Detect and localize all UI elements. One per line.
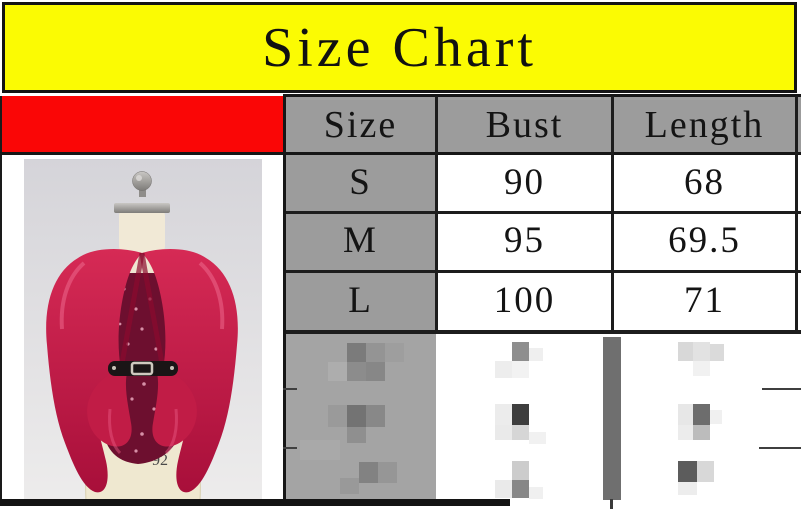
mosaic-block: [495, 404, 512, 425]
length-value-s: 68: [684, 161, 725, 203]
mosaic-block: [300, 440, 340, 460]
border-line: [610, 499, 613, 509]
mosaic-block: [710, 410, 722, 424]
border-line: [762, 388, 801, 390]
mosaic-block: [495, 425, 512, 440]
mosaic-block: [697, 461, 714, 482]
border-line: [603, 337, 621, 500]
border-line: [283, 96, 286, 501]
mosaic-block: [678, 425, 693, 440]
border-line: [795, 96, 798, 334]
mosaic-block: [366, 362, 385, 381]
mosaic-block: [340, 478, 359, 494]
mosaic-block: [512, 404, 529, 425]
mosaic-block: [495, 480, 512, 498]
mosaic-block: [359, 462, 378, 483]
row-label-m: M: [343, 220, 378, 261]
mosaic-block: [512, 461, 529, 480]
mosaic-block: [347, 405, 366, 427]
mosaic-block: [678, 482, 697, 495]
mosaic-block: [693, 425, 710, 440]
jacket: [46, 248, 238, 493]
mosaic-block: [328, 362, 347, 381]
mosaic-block: [366, 405, 385, 427]
bust-value-m: 95: [504, 220, 545, 261]
mosaic-block: [512, 342, 529, 361]
peplum-right: [152, 369, 197, 447]
belt-buckle: [130, 361, 154, 376]
border-line: [759, 447, 801, 449]
row-label-l: L: [348, 279, 373, 321]
mosaic-block: [512, 480, 529, 498]
table-header-background: [284, 96, 801, 153]
column-header-length: Length: [644, 103, 765, 146]
border-line: [283, 270, 801, 273]
mosaic-block: [678, 461, 697, 482]
border-line: [283, 330, 801, 334]
border-line: [435, 96, 438, 334]
product-photo-illustration: 92: [24, 159, 262, 502]
mosaic-block: [512, 425, 529, 440]
title-banner: Size Chart: [2, 2, 797, 93]
mosaic-block: [512, 361, 529, 378]
bust-value-l: 100: [493, 279, 556, 321]
border-line: [0, 152, 801, 155]
mosaic-block: [710, 344, 724, 361]
mosaic-block: [678, 342, 693, 361]
mosaic-block: [529, 348, 543, 361]
mosaic-block: [347, 362, 366, 381]
mosaic-block: [385, 343, 404, 362]
border-line: [0, 499, 510, 506]
mosaic-block: [328, 405, 347, 427]
mosaic-block: [495, 361, 512, 378]
border-line: [283, 94, 801, 97]
mosaic-block: [529, 487, 543, 499]
border-line: [283, 388, 297, 390]
mosaic-block: [678, 404, 693, 425]
row-label-s: S: [349, 161, 372, 203]
red-accent-bar: [2, 96, 283, 152]
mosaic-block: [347, 343, 366, 362]
border-line: [0, 96, 2, 501]
belt: [108, 361, 178, 376]
size-column-background: [284, 153, 436, 331]
peplum-left: [87, 369, 132, 447]
border-line: [283, 447, 297, 449]
page-title: Size Chart: [262, 16, 537, 79]
mosaic-block: [693, 342, 710, 361]
length-value-l: 71: [684, 279, 725, 321]
product-photo: 92: [24, 159, 262, 502]
mosaic-block: [378, 462, 397, 483]
length-value-m: 69.5: [668, 220, 741, 261]
mosaic-block: [366, 343, 385, 362]
mosaic-block: [529, 432, 546, 444]
mosaic-block: [347, 427, 366, 443]
border-line: [283, 211, 801, 214]
column-header-size: Size: [323, 103, 398, 146]
border-line: [611, 96, 614, 334]
bust-value-s: 90: [504, 161, 545, 203]
mosaic-block: [693, 404, 710, 425]
mosaic-block: [693, 361, 710, 376]
column-header-bust: Bust: [485, 103, 564, 146]
